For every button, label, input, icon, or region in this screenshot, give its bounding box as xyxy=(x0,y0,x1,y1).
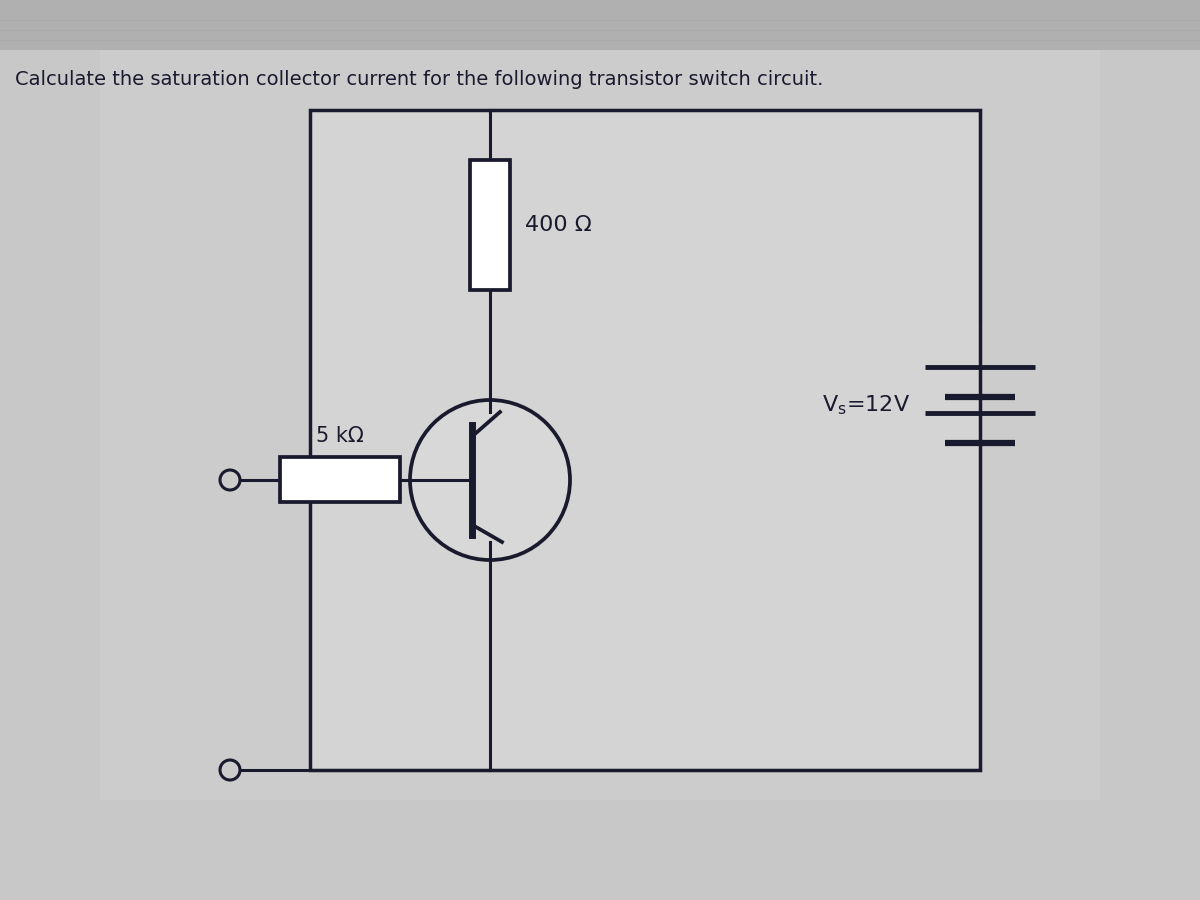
Text: 400 Ω: 400 Ω xyxy=(526,215,592,235)
Circle shape xyxy=(410,400,570,560)
Text: V$_\mathrm{s}$=12V: V$_\mathrm{s}$=12V xyxy=(822,393,910,417)
Circle shape xyxy=(220,760,240,780)
Bar xyxy=(310,110,980,770)
Bar xyxy=(470,160,510,290)
Bar xyxy=(0,0,1200,50)
Text: Calculate the saturation collector current for the following transistor switch c: Calculate the saturation collector curre… xyxy=(14,70,823,89)
Bar xyxy=(100,50,1100,800)
Text: 5 kΩ: 5 kΩ xyxy=(316,426,364,446)
Circle shape xyxy=(220,470,240,490)
Bar xyxy=(280,457,400,502)
